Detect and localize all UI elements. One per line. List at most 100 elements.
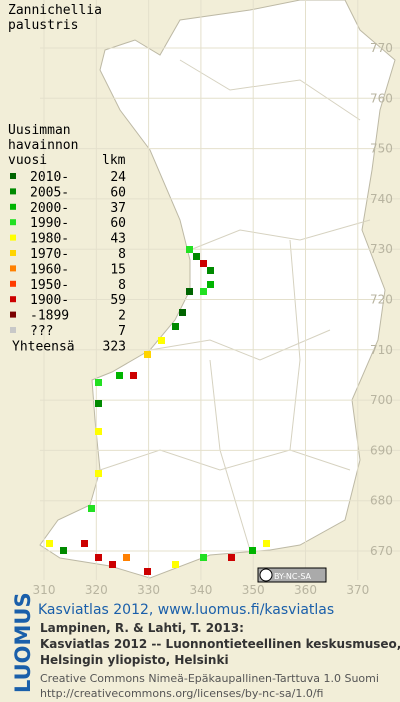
square	[60, 547, 67, 554]
northing-label: 700	[370, 393, 393, 407]
legend-swatch	[10, 296, 16, 303]
square	[186, 288, 193, 295]
link: Kasviatlas 2012, www.luomus.fi/kasviatla…	[38, 602, 334, 618]
square	[228, 554, 235, 561]
square	[200, 260, 207, 267]
legend-swatch	[10, 173, 16, 179]
legend-count: 15	[110, 262, 126, 277]
legend-count: 37	[110, 201, 126, 216]
title: palustris	[8, 18, 78, 33]
license-text: http://creativecommons.org/licenses/by-n…	[40, 687, 323, 700]
legend-count: 60	[110, 216, 126, 231]
legend-heading: havainnon	[8, 138, 78, 153]
legend-swatch	[10, 311, 16, 318]
license-badge-text: BY-NC-SA	[274, 572, 312, 581]
square	[193, 253, 200, 260]
legend-heading: vuosi	[8, 153, 47, 168]
legend-swatch	[10, 265, 16, 272]
license-text: Creative Commons Nimeä-Epäkaupallinen-Ta…	[40, 672, 379, 685]
square	[46, 540, 53, 547]
square	[144, 568, 151, 575]
legend-count: 7	[118, 324, 126, 339]
easting-label: 350	[242, 583, 265, 597]
easting-label: 340	[189, 583, 212, 597]
northing-label: 670	[370, 544, 393, 558]
easting-label: 370	[346, 583, 369, 597]
square	[116, 372, 123, 379]
legend-swatch	[10, 219, 16, 226]
square	[95, 400, 102, 407]
legend-swatch	[10, 250, 16, 256]
legend-count: 59	[110, 293, 126, 308]
legend-label: ???	[30, 324, 53, 339]
square	[172, 561, 179, 568]
square	[95, 428, 102, 435]
northing-label: 760	[370, 91, 393, 105]
citation: Lampinen, R. & Lahti, T. 2013:	[40, 621, 244, 635]
legend-swatch	[10, 327, 16, 333]
square	[123, 554, 130, 561]
legend-label: 1900-	[30, 293, 69, 308]
square	[95, 554, 102, 561]
northing-label: 730	[370, 242, 393, 256]
legend-count: 8	[118, 278, 126, 293]
northing-label: 710	[370, 343, 393, 357]
citation: Helsingin yliopisto, Helsinki	[40, 653, 229, 667]
legend-label: 2010-	[30, 170, 69, 185]
legend-label: 1990-	[30, 216, 69, 231]
legend-heading: Uusimman	[8, 123, 71, 138]
northing-label: 680	[370, 494, 393, 508]
legend-count: 24	[110, 170, 126, 185]
northing-label: 750	[370, 142, 393, 156]
northing-label: 740	[370, 192, 393, 206]
legend-swatch	[10, 280, 16, 287]
easting-label: 330	[137, 583, 160, 597]
square	[207, 281, 214, 288]
northing-label: 720	[370, 293, 393, 307]
legend-count: 8	[118, 247, 126, 262]
square	[172, 323, 179, 330]
logo: LUOMUS	[11, 592, 35, 693]
square	[263, 540, 270, 547]
legend-total: 323	[103, 339, 126, 354]
legend-label: 1980-	[30, 232, 69, 247]
square	[95, 470, 102, 477]
square	[88, 505, 95, 512]
northing-label: 690	[370, 443, 393, 457]
square	[179, 309, 186, 316]
legend-label: 1960-	[30, 262, 69, 277]
legend-label: 2000-	[30, 201, 69, 216]
legend-count: 60	[110, 185, 126, 200]
easting-label: 320	[85, 583, 108, 597]
legend-label: 1970-	[30, 247, 69, 262]
legend-swatch	[10, 234, 16, 241]
occurrence-squares	[46, 246, 270, 575]
easting-label: 310	[33, 583, 56, 597]
legend-count: 2	[118, 309, 126, 324]
square	[81, 540, 88, 547]
legend-total-label: Yhteensä	[12, 339, 75, 354]
square	[158, 337, 165, 344]
legend-label: 2005-	[30, 185, 69, 200]
legend-swatch	[10, 203, 16, 210]
square	[200, 288, 207, 295]
license-badge: BY-NC-SA	[257, 567, 327, 583]
legend-label: -1899	[30, 309, 69, 324]
square	[144, 351, 151, 358]
legend-swatch	[10, 188, 16, 195]
square	[95, 379, 102, 386]
square	[186, 246, 193, 253]
square	[130, 372, 137, 379]
legend-label: 1950-	[30, 278, 69, 293]
title: Zannichellia	[8, 3, 102, 18]
square	[207, 267, 214, 274]
square	[109, 561, 116, 568]
citation: Kasviatlas 2012 -- Luonnontieteellinen k…	[40, 637, 400, 651]
square	[200, 554, 207, 561]
legend-count: 43	[110, 232, 126, 247]
square	[249, 547, 256, 554]
legend-count-heading: lkm	[102, 153, 126, 168]
